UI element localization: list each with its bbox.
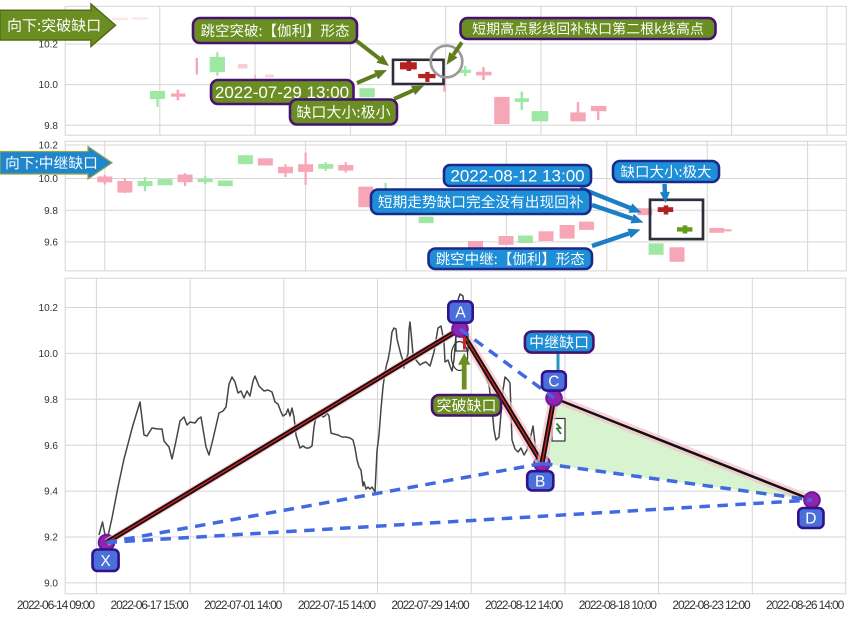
svg-text:10.2: 10.2 [39, 303, 59, 314]
svg-text:2022-08-23 12:00: 2022-08-23 12:00 [672, 598, 751, 612]
svg-text:9.4: 9.4 [44, 487, 58, 498]
svg-text:X: X [100, 553, 111, 570]
svg-text:B: B [535, 473, 545, 490]
svg-text:2022-07-29 14:00: 2022-07-29 14:00 [391, 598, 470, 612]
svg-text:9.0: 9.0 [44, 579, 58, 590]
svg-text:9.8: 9.8 [44, 206, 58, 217]
svg-text:10.2: 10.2 [39, 40, 59, 51]
svg-text:A: A [455, 305, 466, 322]
svg-text:10.2: 10.2 [39, 141, 59, 152]
svg-text:C: C [548, 374, 559, 391]
svg-text:2022-08-12 13:00: 2022-08-12 13:00 [450, 167, 584, 186]
svg-text:2022-08-18 10:00: 2022-08-18 10:00 [579, 598, 658, 612]
svg-text:2022-08-26 14:00: 2022-08-26 14:00 [766, 598, 845, 612]
svg-text:9.2: 9.2 [44, 533, 58, 544]
svg-text:9.8: 9.8 [44, 121, 58, 132]
svg-text:2022-06-17 15:00: 2022-06-17 15:00 [111, 598, 190, 612]
svg-text:9.6: 9.6 [44, 441, 58, 452]
svg-text:2022-07-15 14:00: 2022-07-15 14:00 [298, 598, 377, 612]
svg-text:2022-06-14 09:00: 2022-06-14 09:00 [17, 598, 96, 612]
svg-text:2022-07-29 13:00: 2022-07-29 13:00 [215, 83, 349, 102]
svg-text:D: D [805, 511, 816, 528]
svg-text:10.0: 10.0 [39, 80, 59, 91]
svg-text:10.0: 10.0 [39, 174, 59, 185]
svg-text:2022-08-12 14:00: 2022-08-12 14:00 [485, 598, 564, 612]
svg-text:9.8: 9.8 [44, 395, 58, 406]
svg-text:10.0: 10.0 [39, 349, 59, 360]
svg-text:9.6: 9.6 [44, 238, 58, 249]
svg-text:2022-07-01 14:00: 2022-07-01 14:00 [204, 598, 283, 612]
